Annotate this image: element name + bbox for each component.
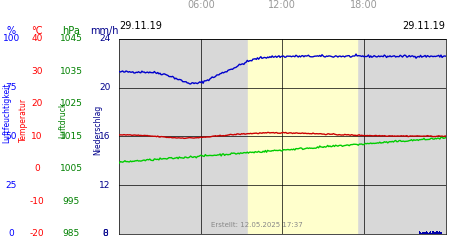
Text: 0: 0: [34, 164, 40, 173]
Bar: [419, 231, 420, 234]
Bar: [421, 233, 422, 234]
Text: 1025: 1025: [60, 99, 82, 108]
Text: 16: 16: [99, 132, 111, 141]
Text: °C: °C: [31, 26, 43, 36]
Text: -20: -20: [30, 229, 44, 238]
Bar: [438, 232, 439, 234]
Bar: [424, 232, 426, 234]
Text: 40: 40: [31, 34, 43, 43]
Bar: [423, 232, 424, 234]
Bar: [428, 233, 429, 234]
Text: 0: 0: [102, 229, 108, 238]
Text: %: %: [7, 26, 16, 36]
Bar: [420, 232, 421, 234]
Bar: [427, 232, 428, 234]
Text: 985: 985: [63, 229, 80, 238]
Text: 12: 12: [99, 180, 111, 190]
Text: 8: 8: [102, 229, 108, 238]
Bar: [434, 232, 435, 234]
Bar: [439, 231, 441, 234]
Text: 75: 75: [5, 83, 17, 92]
Bar: [436, 232, 437, 234]
Text: hPa: hPa: [62, 26, 80, 36]
Text: 12:00: 12:00: [269, 0, 296, 10]
Text: 995: 995: [63, 197, 80, 206]
Bar: [248, 39, 357, 234]
Text: Temperatur: Temperatur: [19, 98, 28, 142]
Text: Luftfeuchtigkeit: Luftfeuchtigkeit: [2, 82, 11, 143]
Text: 25: 25: [5, 180, 17, 190]
Bar: [435, 232, 436, 234]
Text: 06:00: 06:00: [187, 0, 215, 10]
Text: -10: -10: [30, 197, 44, 206]
Text: Erstellt: 12.05.2025 17:37: Erstellt: 12.05.2025 17:37: [211, 222, 302, 228]
Text: 1035: 1035: [59, 67, 83, 76]
Bar: [426, 231, 427, 234]
Text: mm/h: mm/h: [90, 26, 119, 36]
Text: 50: 50: [5, 132, 17, 141]
Bar: [429, 232, 430, 234]
Text: 1005: 1005: [59, 164, 83, 173]
Text: Luftdruck: Luftdruck: [58, 102, 68, 138]
Text: 100: 100: [3, 34, 20, 43]
Text: 0: 0: [9, 229, 14, 238]
Text: 1015: 1015: [59, 132, 83, 141]
Text: 20: 20: [99, 83, 111, 92]
Text: 29.11.19: 29.11.19: [119, 21, 162, 31]
Text: 10: 10: [31, 132, 43, 141]
Bar: [422, 232, 423, 234]
Text: 18:00: 18:00: [350, 0, 378, 10]
Bar: [430, 231, 432, 234]
Text: Niederschlag: Niederschlag: [93, 105, 102, 155]
Text: 29.11.19: 29.11.19: [403, 21, 446, 31]
Text: 20: 20: [31, 99, 43, 108]
Text: 1045: 1045: [60, 34, 82, 43]
Bar: [437, 231, 438, 234]
Bar: [432, 231, 434, 234]
Text: 24: 24: [99, 34, 111, 43]
Text: 30: 30: [31, 67, 43, 76]
